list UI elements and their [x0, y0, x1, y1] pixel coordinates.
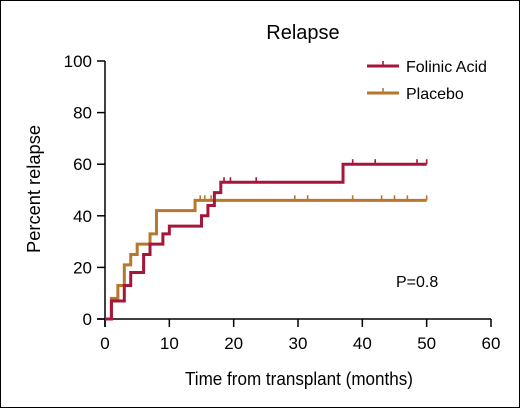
y-tick-label: 80	[73, 104, 92, 123]
x-tick-label: 30	[289, 334, 308, 353]
axes: 0 20 40 60 80 100 0 10 20 30 40 50 60	[64, 52, 501, 353]
y-tick-label: 0	[83, 310, 92, 329]
series-layer	[105, 159, 428, 321]
y-axis-label: Percent relapse	[24, 125, 44, 253]
x-tick-label: 20	[224, 334, 243, 353]
x-tick-label: 10	[160, 334, 179, 353]
x-tick-label: 40	[353, 334, 372, 353]
legend-label: Placebo	[406, 86, 464, 103]
x-tick-label: 60	[482, 334, 501, 353]
y-tick-label: 100	[64, 52, 92, 71]
chart-title: Relapse	[266, 22, 339, 44]
x-tick-label: 0	[100, 334, 109, 353]
legend: Folinic Acid Placebo	[367, 59, 487, 103]
x-tick-label: 50	[417, 334, 436, 353]
y-tick-label: 40	[73, 207, 92, 226]
y-tick-label: 20	[73, 258, 92, 277]
y-tick-label: 60	[73, 155, 92, 174]
x-axis-label: Time from transplant (months)	[185, 369, 413, 389]
p-value-annotation: P=0.8	[396, 274, 438, 291]
legend-label: Folinic Acid	[406, 59, 487, 76]
series-line-placebo	[105, 198, 427, 321]
series-line-folinic-acid	[105, 162, 427, 321]
